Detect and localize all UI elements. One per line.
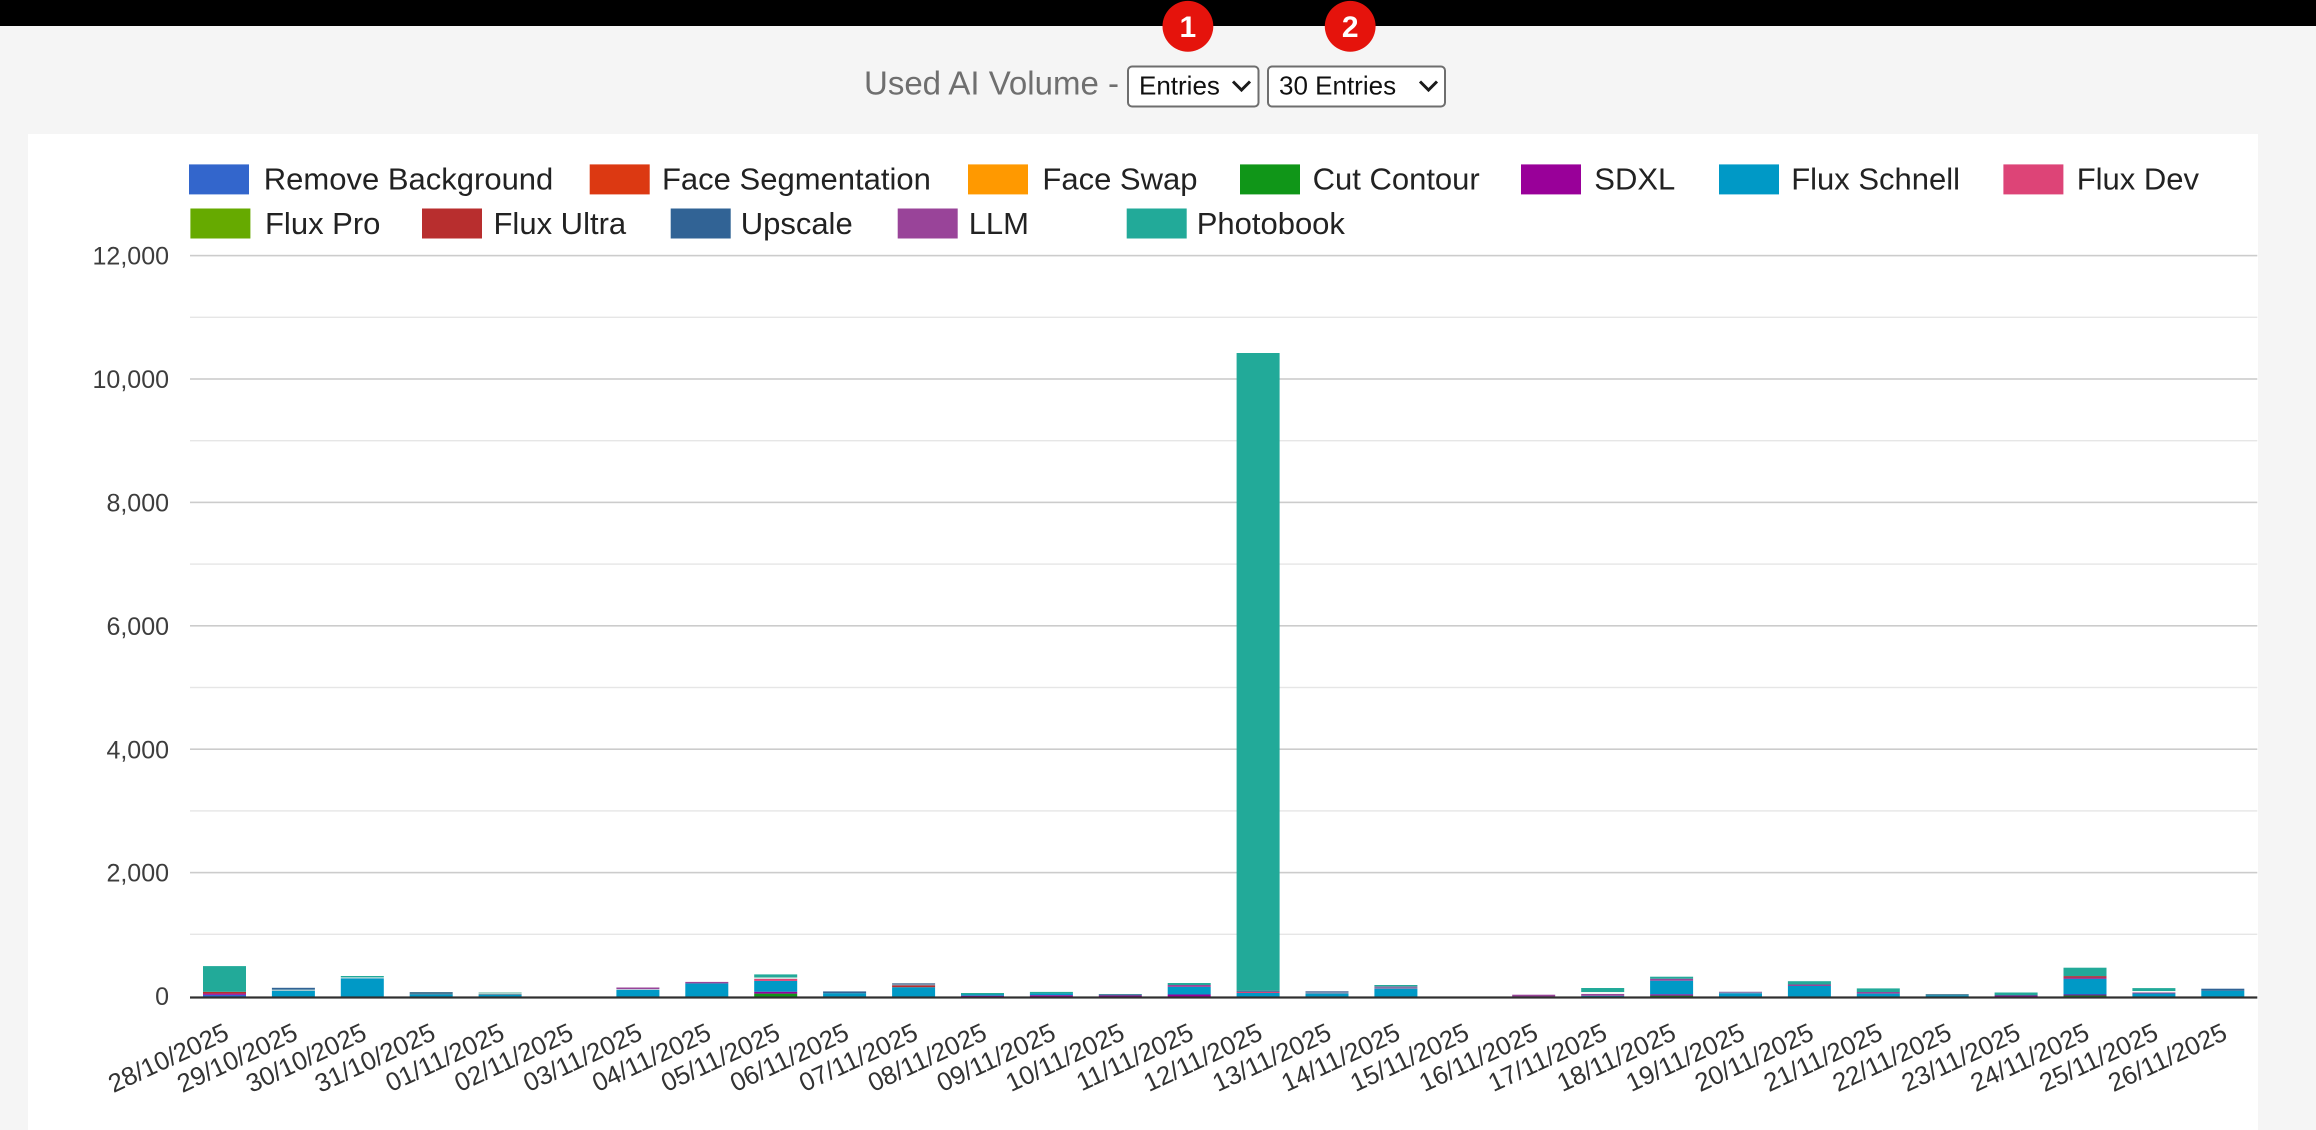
svg-text:6,000: 6,000 [106,613,169,641]
svg-text:0: 0 [155,983,169,1011]
svg-text:Flux Schnell: Flux Schnell [1791,162,1960,197]
svg-text:Upscale: Upscale [741,206,853,241]
svg-text:2: 2 [1342,11,1359,44]
svg-text:SDXL: SDXL [1594,162,1675,197]
svg-text:8,000: 8,000 [106,490,169,518]
svg-text:Cut Contour: Cut Contour [1313,162,1480,197]
svg-text:1: 1 [1180,11,1197,44]
svg-text:Photobook: Photobook [1197,206,1346,241]
svg-text:Remove Background: Remove Background [264,162,554,197]
svg-text:30 Entries: 30 Entries [1279,70,1396,100]
svg-text:10,000: 10,000 [93,366,169,394]
svg-text:12,000: 12,000 [93,243,169,271]
svg-text:Entries: Entries [1139,70,1220,100]
svg-text:Flux Ultra: Flux Ultra [494,206,627,241]
svg-text:Face Segmentation: Face Segmentation [662,162,931,197]
svg-text:Face Swap: Face Swap [1042,162,1197,197]
svg-text:Flux Pro: Flux Pro [265,206,380,241]
svg-text:Used AI Volume -: Used AI Volume - [864,65,1119,102]
svg-text:4,000: 4,000 [106,736,169,764]
svg-text:Flux Dev: Flux Dev [2077,162,2200,197]
svg-text:LLM: LLM [969,206,1029,241]
svg-text:2,000: 2,000 [106,860,169,888]
